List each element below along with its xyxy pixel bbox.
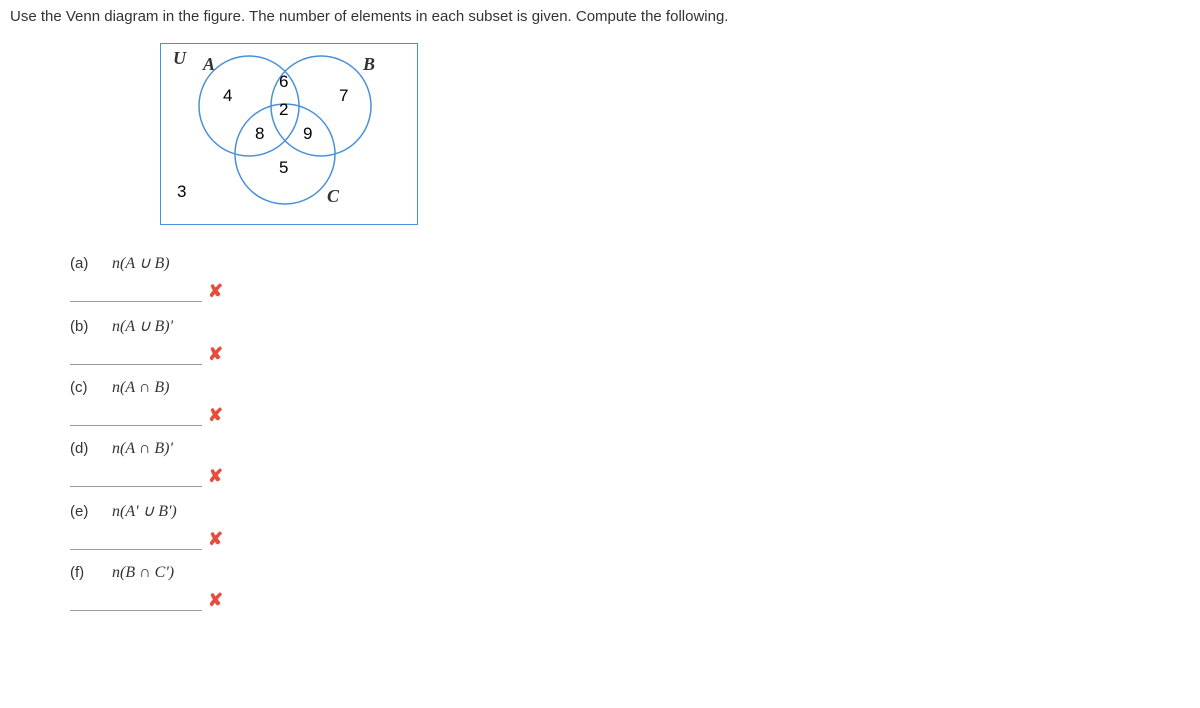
question-e: (e) n(A' ∪ B') ✘ xyxy=(70,501,1190,550)
q-letter: (e) xyxy=(70,503,94,520)
wrong-icon: ✘ xyxy=(208,467,223,485)
wrong-icon: ✘ xyxy=(208,345,223,363)
answer-input-b[interactable] xyxy=(70,342,202,365)
question-b: (b) n(A ∪ B)' ✘ xyxy=(70,316,1190,365)
question-d: (d) n(A ∩ B)' ✘ xyxy=(70,440,1190,487)
question-c: (c) n(A ∩ B) ✘ xyxy=(70,379,1190,426)
q-expr: n(A ∪ B) xyxy=(112,253,170,273)
region-outside: 3 xyxy=(177,182,186,202)
question-f: (f) n(B ∩ C') ✘ xyxy=(70,564,1190,611)
answer-input-e[interactable] xyxy=(70,527,202,550)
prompt-text: Use the Venn diagram in the figure. The … xyxy=(10,8,1190,25)
region-A-only: 4 xyxy=(223,86,232,106)
answer-input-f[interactable] xyxy=(70,588,202,611)
wrong-icon: ✘ xyxy=(208,282,223,300)
wrong-icon: ✘ xyxy=(208,406,223,424)
wrong-icon: ✘ xyxy=(208,591,223,609)
venn-svg xyxy=(161,44,417,224)
label-A: A xyxy=(203,54,215,75)
q-letter: (c) xyxy=(70,379,94,396)
region-A-int-C: 8 xyxy=(255,124,264,144)
label-C: C xyxy=(327,186,339,207)
q-letter: (b) xyxy=(70,318,94,335)
region-A-B-C: 2 xyxy=(279,100,288,120)
label-U: U xyxy=(173,48,186,69)
region-C-only: 5 xyxy=(279,158,288,178)
venn-diagram: U A B C 4 7 5 6 8 9 2 3 xyxy=(160,43,418,225)
q-expr: n(A ∪ B)' xyxy=(112,316,173,336)
q-expr: n(A ∩ B) xyxy=(112,379,169,397)
answer-input-c[interactable] xyxy=(70,403,202,426)
label-B: B xyxy=(363,54,375,75)
question-a: (a) n(A ∪ B) ✘ xyxy=(70,253,1190,302)
q-expr: n(A ∩ B)' xyxy=(112,440,173,458)
q-letter: (d) xyxy=(70,440,94,457)
q-expr: n(A' ∪ B') xyxy=(112,501,177,521)
region-B-only: 7 xyxy=(339,86,348,106)
q-letter: (a) xyxy=(70,255,94,272)
region-B-int-C: 9 xyxy=(303,124,312,144)
wrong-icon: ✘ xyxy=(208,530,223,548)
answer-input-a[interactable] xyxy=(70,279,202,302)
q-expr: n(B ∩ C') xyxy=(112,564,174,582)
q-letter: (f) xyxy=(70,564,94,581)
answer-input-d[interactable] xyxy=(70,464,202,487)
region-A-int-B: 6 xyxy=(279,72,288,92)
